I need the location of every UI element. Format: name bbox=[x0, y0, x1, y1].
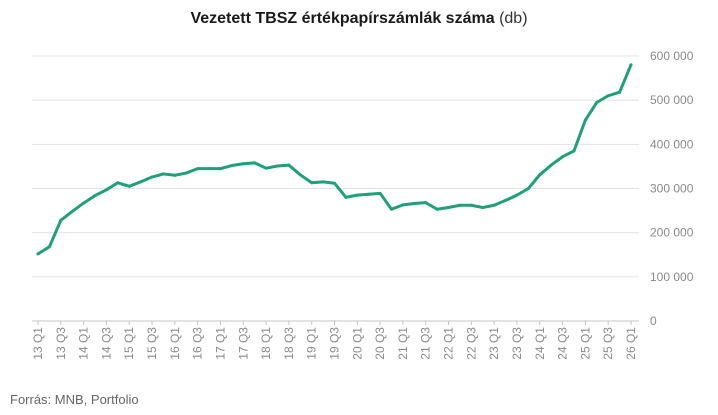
x-tick-label: 17 Q3 bbox=[236, 327, 250, 360]
data-point-20-Q3 bbox=[378, 191, 382, 195]
data-point-15-Q1 bbox=[127, 184, 131, 188]
data-point-18-Q1 bbox=[264, 166, 268, 170]
y-tick-label: 100 000 bbox=[650, 270, 694, 284]
data-point-16-Q4 bbox=[207, 167, 211, 171]
x-tick-label: 13 Q3 bbox=[54, 327, 68, 360]
x-tick-label: 21 Q3 bbox=[419, 327, 433, 360]
data-point-18-Q4 bbox=[298, 173, 302, 177]
x-tick-label: 16 Q3 bbox=[191, 327, 205, 360]
x-tick-label: 14 Q1 bbox=[77, 327, 91, 360]
series-layer bbox=[36, 63, 633, 256]
data-point-15-Q4 bbox=[161, 172, 165, 176]
data-point-17-Q4 bbox=[253, 161, 257, 165]
data-point-19-Q1 bbox=[310, 181, 314, 185]
x-tick-label: 24 Q3 bbox=[556, 327, 570, 360]
data-point-16-Q3 bbox=[196, 167, 200, 171]
data-point-17-Q1 bbox=[218, 167, 222, 171]
data-point-17-Q2 bbox=[230, 164, 234, 168]
data-point-25-Q3 bbox=[606, 94, 610, 98]
x-tick-label: 24 Q1 bbox=[533, 327, 547, 360]
data-point-23-Q3 bbox=[515, 193, 519, 197]
x-tick-label: 13 Q1 bbox=[31, 327, 45, 360]
x-tick-label: 26 Q1 bbox=[624, 327, 638, 360]
source-note: Forrás: MNB, Portfolio bbox=[10, 392, 139, 407]
data-point-26-Q1 bbox=[629, 63, 633, 67]
x-axis-labels: 13 Q1 13 Q3 14 Q1 14 Q3 15 Q1 15 Q3 16 Q1 16 Q3… bbox=[31, 327, 638, 360]
data-point-24-Q3 bbox=[561, 155, 565, 159]
data-point-20-Q2 bbox=[367, 192, 371, 196]
x-tick-label: 19 Q3 bbox=[328, 327, 342, 360]
y-tick-label: 300 000 bbox=[650, 182, 694, 196]
x-tick-label: 18 Q1 bbox=[259, 327, 273, 360]
data-point-19-Q2 bbox=[321, 180, 325, 184]
chart-title-unit: (db) bbox=[499, 10, 528, 27]
x-tick-label: 21 Q1 bbox=[396, 327, 410, 360]
x-tick-label: 20 Q3 bbox=[373, 327, 387, 360]
x-tick-label: 25 Q3 bbox=[601, 327, 615, 360]
x-tick-label: 22 Q1 bbox=[442, 327, 456, 360]
data-point-25-Q4 bbox=[618, 90, 622, 94]
x-tick-label: 14 Q3 bbox=[99, 327, 113, 360]
data-point-13-Q1 bbox=[36, 252, 40, 256]
y-tick-label: 600 000 bbox=[650, 49, 694, 63]
data-point-25-Q2 bbox=[595, 100, 599, 104]
data-point-14-Q3 bbox=[104, 188, 108, 192]
data-point-16-Q1 bbox=[173, 173, 177, 177]
data-point-23-Q4 bbox=[526, 187, 530, 190]
data-point-13-Q3 bbox=[59, 218, 63, 222]
data-point-19-Q4 bbox=[344, 195, 348, 199]
data-point-18-Q2 bbox=[275, 164, 279, 168]
y-tick-label: 0 bbox=[650, 314, 657, 328]
grid-lines bbox=[32, 55, 639, 322]
y-axis-labels: 0 100 000 200 000 300 000 400 000 500 000 600 … bbox=[650, 49, 694, 328]
series-line-0 bbox=[36, 63, 633, 256]
data-point-24-Q1 bbox=[538, 173, 542, 177]
x-tick-label: 15 Q3 bbox=[145, 327, 159, 360]
data-point-16-Q2 bbox=[184, 171, 188, 175]
data-point-15-Q2 bbox=[139, 180, 143, 184]
data-point-24-Q4 bbox=[572, 149, 576, 153]
data-point-18-Q3 bbox=[287, 163, 291, 167]
x-tick-label: 19 Q1 bbox=[305, 327, 319, 360]
data-point-22-Q2 bbox=[458, 203, 462, 207]
data-point-22-Q1 bbox=[447, 205, 451, 209]
data-point-14-Q4 bbox=[116, 181, 120, 185]
data-point-22-Q3 bbox=[469, 203, 473, 207]
data-point-14-Q2 bbox=[93, 194, 97, 198]
data-point-20-Q4 bbox=[390, 207, 394, 211]
x-tick-label: 23 Q3 bbox=[510, 327, 524, 360]
x-tick-label: 18 Q3 bbox=[282, 327, 296, 360]
data-point-21-Q3 bbox=[424, 201, 428, 205]
x-tick-label: 16 Q1 bbox=[168, 327, 182, 360]
x-tick-label: 20 Q1 bbox=[350, 327, 364, 360]
x-tick-label: 22 Q3 bbox=[464, 327, 478, 360]
data-point-14-Q1 bbox=[82, 201, 86, 205]
x-tick-label: 17 Q1 bbox=[213, 327, 227, 360]
chart-title-main: Vezetett TBSZ értékpapírszámlák száma bbox=[190, 10, 495, 27]
data-point-22-Q4 bbox=[481, 205, 485, 209]
data-point-21-Q1 bbox=[401, 203, 405, 207]
data-point-23-Q1 bbox=[492, 203, 496, 207]
data-point-13-Q2 bbox=[47, 245, 51, 249]
data-point-19-Q3 bbox=[333, 181, 336, 185]
y-tick-label: 200 000 bbox=[650, 226, 694, 240]
data-point-21-Q2 bbox=[412, 202, 416, 206]
y-tick-label: 400 000 bbox=[650, 137, 694, 151]
x-axis-tick-marks bbox=[37, 321, 632, 325]
data-point-24-Q2 bbox=[549, 163, 553, 167]
y-tick-label: 500 000 bbox=[650, 93, 694, 107]
x-tick-label: 25 Q1 bbox=[578, 327, 592, 360]
x-tick-label: 23 Q1 bbox=[487, 327, 501, 360]
data-point-20-Q1 bbox=[355, 193, 359, 197]
data-point-17-Q3 bbox=[241, 162, 245, 166]
data-point-23-Q2 bbox=[504, 198, 508, 202]
data-point-25-Q1 bbox=[583, 118, 587, 122]
data-point-13-Q4 bbox=[70, 209, 74, 213]
chart-title: Vezetett TBSZ értékpapírszámlák száma (d… bbox=[0, 10, 718, 28]
x-tick-label: 15 Q1 bbox=[122, 327, 136, 360]
data-point-21-Q4 bbox=[435, 207, 439, 211]
data-point-15-Q3 bbox=[150, 175, 154, 179]
